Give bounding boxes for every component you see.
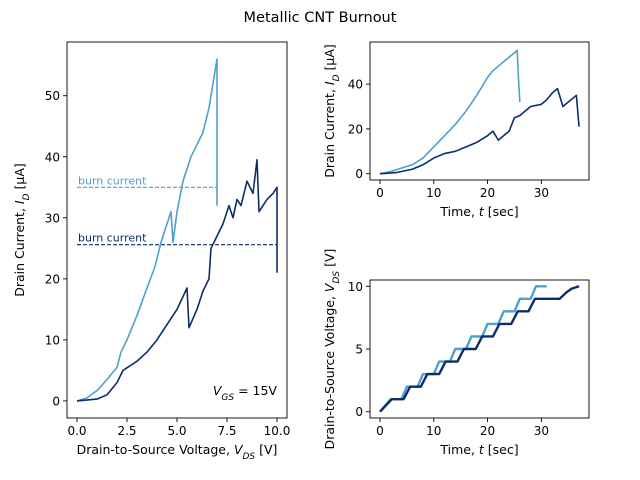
burn-current-label-1: burn current	[78, 174, 147, 187]
x-tick-label: 10	[426, 424, 441, 438]
series-line-dark	[379, 285, 580, 413]
x-tick-label: 10	[426, 186, 441, 200]
x-tick-label: 30	[534, 186, 549, 200]
x-tick-label: 10.0	[264, 424, 291, 438]
x-tick-label: 5.0	[167, 424, 186, 438]
y-tick-label: 10	[348, 280, 363, 294]
burn-current-label-2: burn current	[78, 232, 147, 245]
y-tick-label: 50	[45, 89, 60, 103]
series-line-dark	[76, 159, 278, 402]
y-tick-label: 0	[355, 167, 363, 181]
y-tick-label: 5	[355, 343, 363, 357]
x-tick-label: 0	[376, 424, 384, 438]
series-line-light	[379, 49, 521, 175]
y-tick-label: 40	[45, 150, 60, 164]
x-tick-label: 20	[480, 186, 495, 200]
vgs-annotation: VGS = 15V	[213, 383, 278, 403]
x-axis-label: Time, t [sec]	[439, 204, 518, 219]
y-tick-label: 20	[45, 272, 60, 286]
y-tick-label: 10	[45, 333, 60, 347]
x-tick-label: 20	[480, 424, 495, 438]
x-tick-label: 0.0	[67, 424, 86, 438]
figure-title: Metallic CNT Burnout	[244, 10, 397, 26]
y-tick-label: 0	[355, 405, 363, 419]
series-line-light	[76, 58, 218, 402]
x-tick-label: 7.5	[217, 424, 236, 438]
y-tick-label: 30	[45, 211, 60, 225]
series-line-dark	[379, 87, 580, 175]
x-tick-label: 0	[376, 186, 384, 200]
plot-frame	[369, 41, 590, 181]
x-axis-label: Time, t [sec]	[439, 442, 518, 457]
y-tick-label: 0	[52, 394, 60, 408]
y-tick-label: 20	[348, 122, 363, 136]
y-tick-label: 40	[348, 78, 363, 92]
x-tick-label: 30	[534, 424, 549, 438]
chart-burnout-id-vs-vds: burn current burn current 0.0 2.5 5.0 7.5 10.0…	[12, 41, 291, 462]
x-tick-label: 2.5	[117, 424, 136, 438]
